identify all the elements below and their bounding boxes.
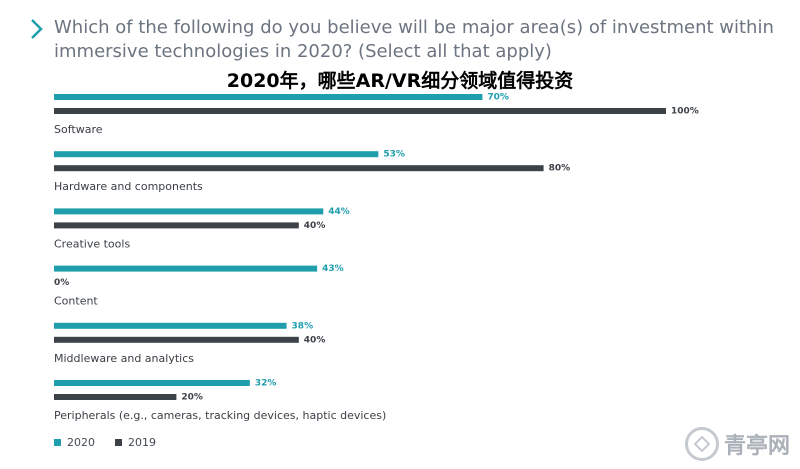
value-label-2020-0: 70% <box>487 93 509 103</box>
bar-2019-0 <box>54 108 666 114</box>
category-label-3: Content <box>54 295 98 308</box>
category-label-0: Software <box>54 123 103 136</box>
bar-2019-5 <box>54 394 177 400</box>
value-label-2020-1: 53% <box>383 150 405 160</box>
legend: 2020 2019 <box>54 436 156 449</box>
chevron-right-icon <box>31 19 43 39</box>
bar-2019-4 <box>54 336 299 343</box>
value-label-2019-5: 20% <box>181 393 203 403</box>
watermark: 青亭网 <box>684 427 790 461</box>
value-label-2020-3: 43% <box>322 264 344 274</box>
bar-2020-1 <box>54 151 379 158</box>
bar-2020-3 <box>54 265 318 272</box>
question-title: Which of the following do you believe wi… <box>54 17 774 62</box>
value-label-2019-2: 40% <box>304 221 326 231</box>
legend-swatch-2019 <box>115 439 122 446</box>
legend-swatch-2020 <box>54 439 61 446</box>
value-label-2019-3: 0% <box>54 278 69 288</box>
bar-2020-4 <box>54 322 287 329</box>
category-label-2: Creative tools <box>54 237 130 250</box>
value-label-2019-4: 40% <box>304 335 326 345</box>
value-label-2020-2: 44% <box>328 207 350 217</box>
overlay-title: 2020年，哪些AR/VR细分领域值得投资 <box>226 70 574 92</box>
watermark-text: 青亭网 <box>723 434 790 459</box>
bar-2020-5 <box>54 380 250 386</box>
value-label-2019-0: 100% <box>671 107 699 117</box>
legend-label-2019: 2019 <box>128 436 156 449</box>
value-label-2020-5: 32% <box>255 379 277 389</box>
category-label-4: Middleware and analytics <box>54 352 194 365</box>
category-label-5: Peripherals (e.g., cameras, tracking dev… <box>54 409 386 422</box>
bar-2020-0 <box>54 94 483 100</box>
bar-2019-2 <box>54 222 299 229</box>
legend-label-2020: 2020 <box>67 436 95 449</box>
category-label-1: Hardware and components <box>54 180 203 193</box>
value-label-2020-4: 38% <box>292 321 314 331</box>
bar-2020-2 <box>54 208 324 215</box>
diamond-logo-icon <box>684 427 719 461</box>
bar-2019-1 <box>54 165 544 172</box>
value-label-2019-1: 80% <box>549 164 571 174</box>
